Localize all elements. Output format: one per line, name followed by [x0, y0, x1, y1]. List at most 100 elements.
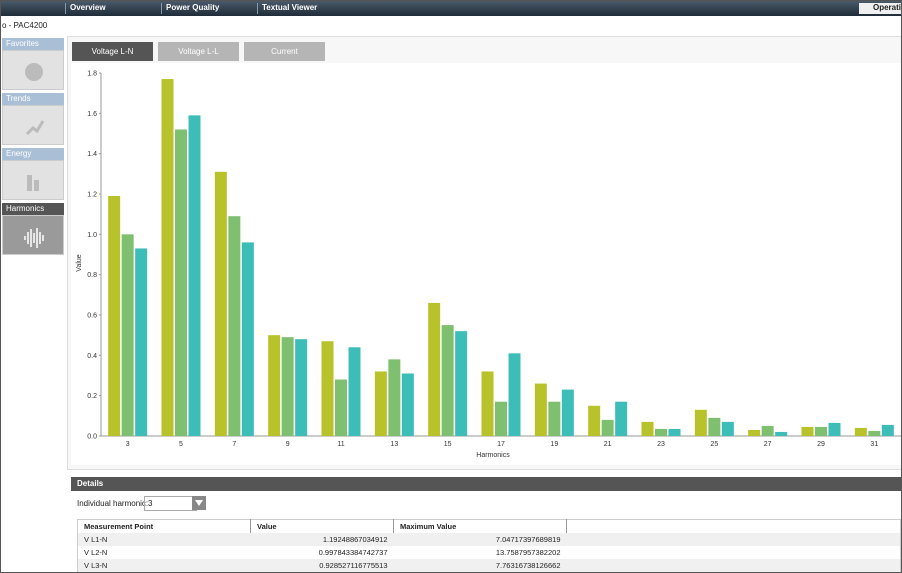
side-header[interactable]: Harmonics	[2, 203, 64, 215]
details-header: Details	[71, 477, 901, 491]
x-tick-label: 11	[337, 441, 344, 448]
side-icon[interactable]	[2, 105, 64, 145]
bar	[268, 335, 281, 436]
side-icon[interactable]	[2, 160, 64, 200]
x-tick-label: 23	[657, 441, 665, 448]
sidebar: Favorites Trends Energy Harmonics	[2, 38, 64, 255]
bar	[828, 422, 841, 436]
table-row: V L1-N 1.19248867034912 7.04717397689819	[77, 533, 901, 546]
bar	[801, 426, 814, 436]
bar	[561, 389, 574, 436]
bar	[815, 426, 827, 436]
nav-item[interactable]: Power Quality	[161, 3, 256, 14]
select-label: Individual harmonic:	[77, 499, 149, 508]
nav-item[interactable]: Textual Viewer	[257, 3, 357, 14]
table-row: V L2-N 0.997843384742737 13.7587957382202	[77, 546, 901, 559]
bar	[228, 216, 241, 436]
bar	[601, 419, 614, 436]
y-tick-label: 1.4	[87, 151, 97, 158]
bar	[721, 421, 734, 436]
bar	[161, 79, 174, 437]
select-arrow[interactable]	[192, 496, 206, 510]
table-header-filler	[567, 520, 901, 534]
nav-item[interactable]: Overview	[65, 3, 160, 14]
bar	[388, 359, 401, 436]
tab[interactable]: Voltage L-N	[72, 42, 153, 61]
x-tick-label: 9	[286, 441, 290, 448]
table-cell: V L3-N	[84, 561, 108, 570]
bar	[214, 171, 227, 437]
table-cell: 1.19248867034912	[322, 535, 388, 544]
bar	[708, 417, 721, 436]
x-tick-label: 25	[710, 441, 718, 448]
bar	[854, 427, 867, 436]
bar	[441, 325, 454, 436]
x-tick-label: 27	[764, 441, 772, 448]
bar	[881, 424, 894, 436]
bar	[655, 428, 667, 436]
bar	[295, 339, 308, 436]
bar	[588, 405, 601, 436]
y-tick-label: 0.8	[87, 272, 97, 279]
table-cell: 0.997843384742737	[318, 548, 388, 557]
table-cell: 7.76316738126662	[495, 561, 561, 570]
side-icon[interactable]	[2, 50, 64, 90]
bar	[281, 337, 294, 436]
bar	[335, 379, 347, 436]
bar	[108, 196, 121, 436]
x-tick-label: 7	[232, 441, 236, 448]
x-tick-label: 21	[604, 441, 612, 448]
table-row: V L3-N 0.928527116775513 7.76316738126662	[77, 559, 901, 572]
side-header[interactable]: Favorites	[2, 38, 64, 50]
x-axis-label: Harmonics	[476, 452, 510, 459]
x-tick-label: 15	[444, 441, 452, 448]
bar	[615, 401, 628, 436]
table-header: Maximum Value	[393, 519, 567, 533]
bar	[775, 431, 788, 436]
side-header[interactable]: Energy	[2, 148, 64, 160]
y-tick-label: 0.6	[87, 313, 97, 320]
bar	[121, 234, 134, 436]
table-cell-filler	[567, 546, 901, 559]
bar	[761, 425, 774, 436]
top-nav	[1, 1, 901, 16]
x-tick-label: 19	[550, 441, 558, 448]
bar	[495, 401, 507, 436]
table-cell: V L1-N	[84, 535, 108, 544]
side-icon[interactable]	[2, 215, 64, 255]
table-cell: 13.7587957382202	[495, 548, 561, 557]
x-tick-label: 5	[179, 441, 183, 448]
bar	[321, 341, 334, 436]
bar	[641, 421, 654, 436]
table-header-row: Measurement Point Value Maximum Value	[77, 519, 901, 534]
table-cell: 0.928527116775513	[319, 561, 388, 570]
bar	[188, 115, 201, 436]
bar	[455, 331, 468, 436]
bar	[428, 302, 441, 436]
x-tick-label: 3	[126, 441, 130, 448]
bar	[534, 383, 547, 436]
tab[interactable]: Voltage L-L	[158, 42, 239, 61]
table-header: Value	[250, 519, 394, 533]
bar	[694, 409, 707, 436]
y-tick-label: 1.0	[87, 232, 97, 239]
bar	[401, 373, 414, 436]
bar	[548, 401, 561, 436]
table-cell: 7.04717397689819	[495, 535, 561, 544]
y-axis-label: Value	[76, 254, 83, 271]
chart: Value Harmonics 0.0 0.2 0.4 0.6 0.8 1.0 1.2 1.4…	[71, 63, 901, 465]
nav-right[interactable]: Operati	[859, 3, 901, 14]
bar	[748, 429, 761, 436]
bar	[175, 129, 187, 436]
breadcrumb: o - PAC4200	[2, 21, 48, 30]
x-tick-label: 31	[870, 441, 878, 448]
bar	[668, 428, 681, 436]
bar	[241, 242, 254, 436]
y-tick-label: 0.0	[87, 434, 97, 441]
select[interactable]: 3	[144, 496, 197, 511]
x-tick-label: 13	[390, 441, 398, 448]
y-tick-label: 0.2	[87, 393, 97, 400]
side-header[interactable]: Trends	[2, 93, 64, 105]
bar	[374, 371, 387, 436]
tab[interactable]: Current	[244, 42, 325, 61]
